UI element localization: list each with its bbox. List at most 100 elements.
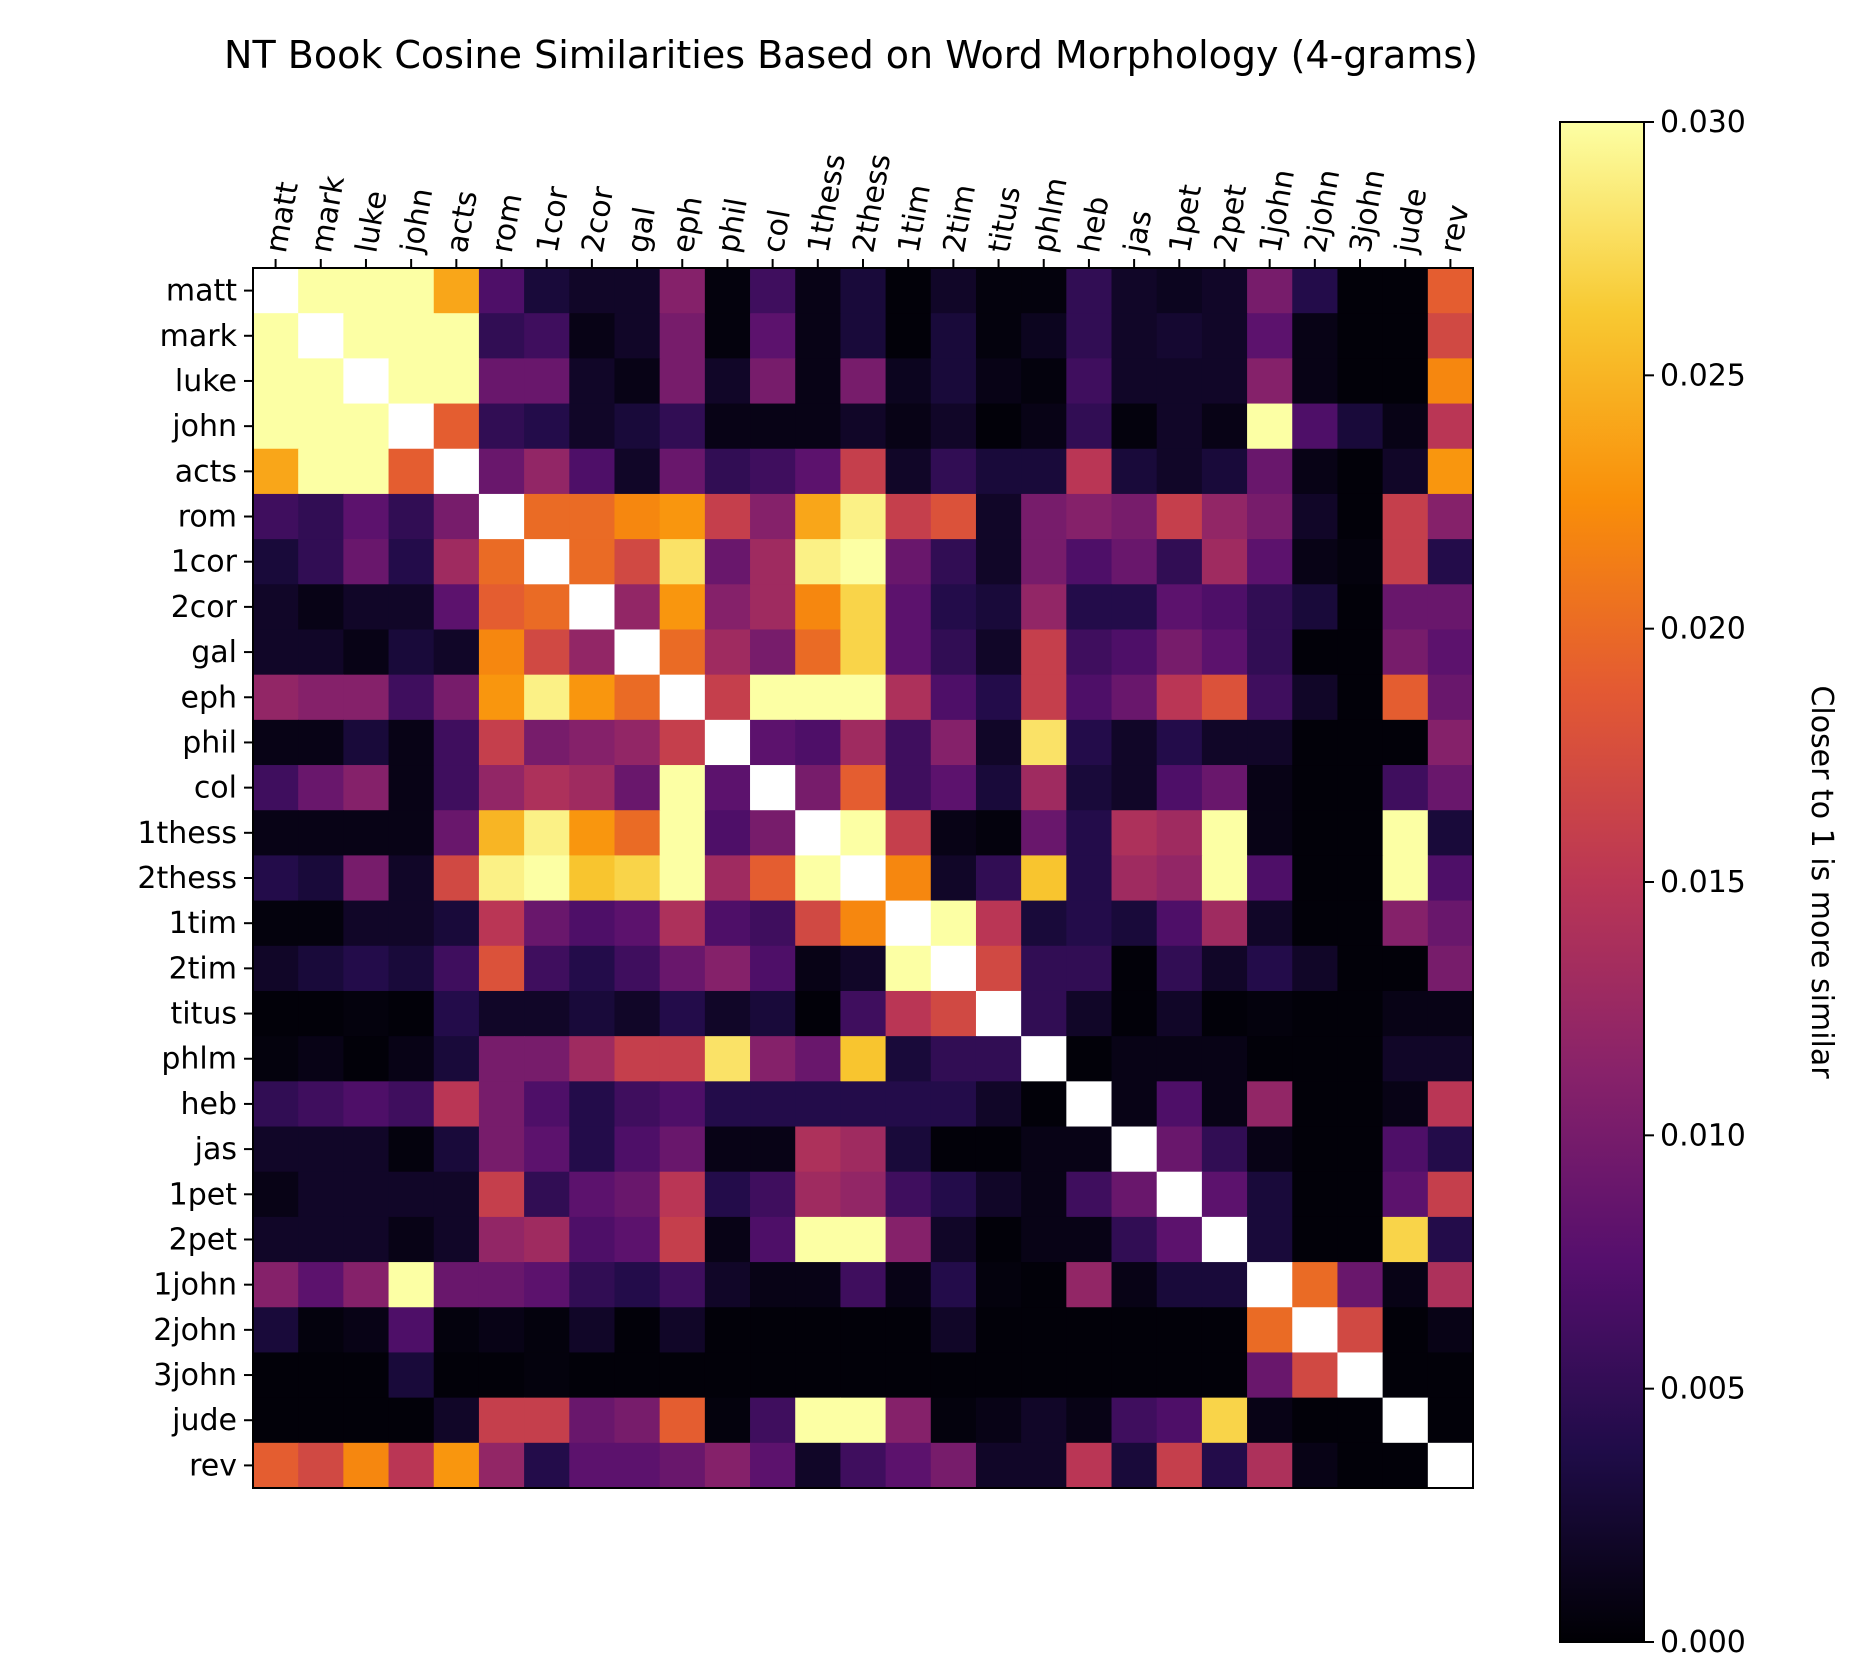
heatmap-cell-luke-heb <box>1066 358 1113 405</box>
heatmap-cell-3john-rev <box>1427 1352 1474 1399</box>
heatmap-cell-1cor-2tim <box>930 539 977 585</box>
heatmap-cell-1thess-rom <box>478 810 525 857</box>
heatmap-cell-2pet-mark <box>298 1216 344 1263</box>
heatmap-cell-1cor-1pet <box>1156 539 1203 585</box>
heatmap-cell-jude-luke <box>343 1397 390 1444</box>
heatmap-cell-3john-jas <box>1111 1352 1158 1399</box>
x-tick-label-titus: titus <box>982 184 1028 256</box>
heatmap-cell-acts-jude <box>1382 448 1429 495</box>
heatmap-cell-1tim-3john <box>1337 900 1384 947</box>
heatmap-cell-2thess-acts <box>433 855 480 902</box>
heatmap-cell-1john-mark <box>298 1262 344 1308</box>
heatmap-cell-phlm-eph <box>659 1036 706 1082</box>
heatmap-cell-1pet-2john <box>1292 1171 1339 1218</box>
x-tick-label-1pet: 1pet <box>1163 182 1209 256</box>
heatmap-cell-1cor-phlm <box>1021 539 1067 585</box>
y-tick-label-2pet: 2pet <box>169 1222 238 1257</box>
heatmap-cell-2john-matt <box>253 1307 299 1354</box>
heatmap-cell-phlm-acts <box>433 1036 480 1082</box>
heatmap-cell-acts-1john <box>1247 448 1293 495</box>
heatmap-cell-heb-rev <box>1427 1081 1474 1128</box>
heatmap-cell-gal-1john <box>1247 629 1293 676</box>
heatmap-cell-jude-1thess <box>795 1397 842 1444</box>
heatmap-cell-2pet-john <box>388 1216 435 1263</box>
x-tick-label-phil: phil <box>711 195 755 255</box>
x-tick-label-1cor: 1cor <box>530 183 576 255</box>
heatmap-cell-titus-col <box>750 990 796 1037</box>
heatmap-cell-jas-1cor <box>524 1126 570 1173</box>
x-tick-label-3john: 3john <box>1343 167 1392 256</box>
heatmap-cell-eph-col <box>750 674 796 721</box>
y-tick-label-phlm: phlm <box>161 1042 237 1077</box>
heatmap-cell-luke-john <box>388 358 435 405</box>
heatmap-cell-1john-jude <box>1382 1262 1429 1308</box>
heatmap-cell-1tim-titus <box>975 900 1022 947</box>
heatmap-cell-rev-3john <box>1337 1442 1384 1489</box>
heatmap-cell-3john-rom <box>478 1352 525 1399</box>
heatmap-cell-phlm-2cor <box>569 1036 616 1082</box>
chart-title: NT Book Cosine Similarities Based on Wor… <box>224 33 1478 77</box>
heatmap-cell-phlm-rom <box>478 1036 525 1082</box>
heatmap-cell-2pet-col <box>750 1216 796 1263</box>
heatmap-cell-2cor-phlm <box>1021 584 1067 631</box>
heatmap-cell-1tim-phil <box>704 900 751 947</box>
heatmap-cell-mark-2john <box>1292 313 1339 359</box>
heatmap-cell-1thess-3john <box>1337 810 1384 857</box>
heatmap-cell-2john-acts <box>433 1307 480 1354</box>
heatmap-cell-1thess-phil <box>704 810 751 857</box>
heatmap-cell-col-2cor <box>569 765 616 811</box>
heatmap-cell-rom-eph <box>659 493 706 540</box>
heatmap-cell-matt-1tim <box>885 268 932 314</box>
heatmap-cell-luke-luke <box>343 358 390 405</box>
heatmap-cell-jas-gal <box>614 1126 661 1173</box>
heatmap-cell-col-2thess <box>840 765 887 811</box>
y-tick-label-1cor: 1cor <box>171 545 238 580</box>
heatmap-cell-phil-acts <box>433 719 480 766</box>
x-tick-label-jas: jas <box>1117 208 1159 257</box>
heatmap-cell-2cor-2pet <box>1201 584 1248 631</box>
heatmap-cell-matt-2john <box>1292 268 1339 314</box>
heatmap-cell-mark-jude <box>1382 313 1429 359</box>
heatmap-cell-matt-1john <box>1247 268 1293 314</box>
heatmap-cell-1tim-jude <box>1382 900 1429 947</box>
heatmap-cell-2tim-heb <box>1066 945 1113 992</box>
heatmap-cell-john-eph <box>659 403 706 450</box>
heatmap-cell-heb-jude <box>1382 1081 1429 1128</box>
heatmap-cell-rev-matt <box>253 1442 299 1489</box>
heatmap-cell-2tim-acts <box>433 945 480 992</box>
heatmap-cell-gal-acts <box>433 629 480 676</box>
heatmap-cell-gal-1thess <box>795 629 842 676</box>
heatmap-cell-mark-2pet <box>1201 313 1248 359</box>
heatmap-cell-mark-phil <box>704 313 751 359</box>
heatmap-cell-eph-jude <box>1382 674 1429 721</box>
heatmap-cell-1tim-acts <box>433 900 480 947</box>
heatmap-cell-1tim-2john <box>1292 900 1339 947</box>
heatmap-cell-1cor-2john <box>1292 539 1339 585</box>
heatmap-cell-matt-2tim <box>930 268 977 314</box>
heatmap-cell-3john-col <box>750 1352 796 1399</box>
heatmap-cell-2john-phlm <box>1021 1307 1067 1354</box>
heatmap-cell-1tim-col <box>750 900 796 947</box>
heatmap-cell-3john-1john <box>1247 1352 1293 1399</box>
heatmap-cell-col-acts <box>433 765 480 811</box>
heatmap-cell-eph-1john <box>1247 674 1293 721</box>
heatmap-cell-jas-luke <box>343 1126 390 1173</box>
heatmap-cell-col-rom <box>478 765 525 811</box>
y-tick-label-1pet: 1pet <box>169 1177 238 1212</box>
heatmap-cell-1john-gal <box>614 1262 661 1308</box>
heatmap-cell-3john-jude <box>1382 1352 1429 1399</box>
heatmap-cell-1tim-rev <box>1427 900 1474 947</box>
heatmap-cell-1thess-titus <box>975 810 1022 857</box>
heatmap-cell-rev-rom <box>478 1442 525 1489</box>
heatmap-cell-heb-john <box>388 1081 435 1128</box>
heatmap-cell-luke-1tim <box>885 358 932 405</box>
heatmap-cell-3john-heb <box>1066 1352 1113 1399</box>
heatmap-cell-mark-titus <box>975 313 1022 359</box>
heatmap-cell-rev-1pet <box>1156 1442 1203 1489</box>
heatmap-cell-gal-gal <box>614 629 661 676</box>
heatmap-cell-1thess-2cor <box>569 810 616 857</box>
heatmap-cell-titus-eph <box>659 990 706 1037</box>
heatmap-cell-acts-2pet <box>1201 448 1248 495</box>
heatmap-cell-mark-col <box>750 313 796 359</box>
heatmap-cell-titus-phil <box>704 990 751 1037</box>
